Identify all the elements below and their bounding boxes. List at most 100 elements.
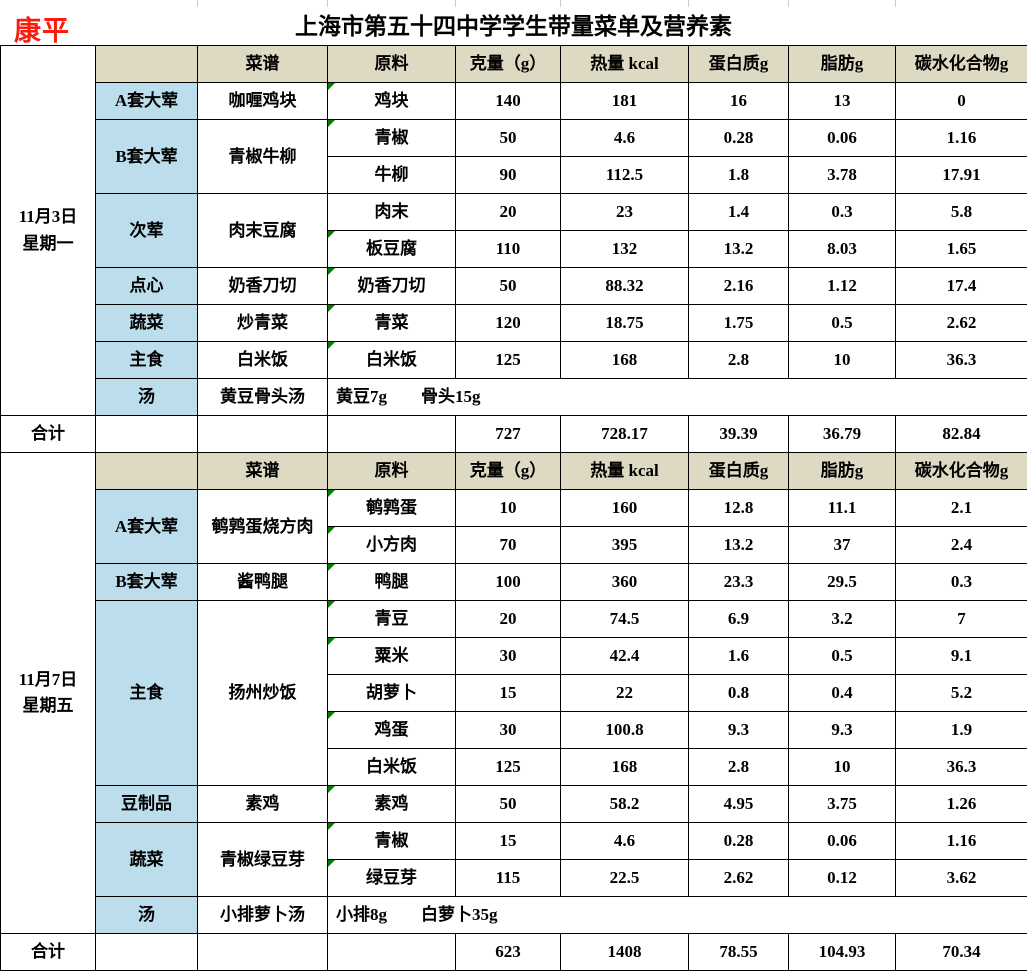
title-bar: 康平 上海市第五十四中学学生带量菜单及营养素 [0,8,1027,45]
date-line: 星期五 [1,693,95,719]
grams-cell: 10 [456,490,561,527]
column-header: 菜谱 [198,453,328,490]
grams-cell: 100 [456,564,561,601]
comment-marker-icon [328,120,335,127]
kcal-cell: 160 [561,490,689,527]
column-header: 脂肪g [789,46,896,83]
fat-cell: 0.12 [789,860,896,897]
kcal-cell: 112.5 [561,157,689,194]
empty-cell [328,416,456,453]
total-value-cell: 104.93 [789,934,896,971]
gridline-tick [788,0,789,7]
ingredient-cell: 鸭腿 [328,564,456,601]
protein-cell: 13.2 [689,527,789,564]
dish-cell: 素鸡 [198,786,328,823]
ingredient-cell: 板豆腐 [328,231,456,268]
column-header: 原料 [328,453,456,490]
ingredient-cell: 白米饭 [328,749,456,786]
column-header: 脂肪g [789,453,896,490]
category-cell: 汤 [96,379,198,416]
comment-marker-icon [328,342,335,349]
comment-marker-icon [328,231,335,238]
fat-cell: 0.5 [789,305,896,342]
spreadsheet-gridline-strip [0,0,1027,8]
protein-cell: 0.28 [689,823,789,860]
menu-row: 汤黄豆骨头汤黄豆7g 骨头15g [1,379,1027,416]
fat-cell: 9.3 [789,712,896,749]
dish-cell: 炒青菜 [198,305,328,342]
ingredient-cell: 青椒 [328,120,456,157]
date-line: 星期一 [1,231,95,257]
protein-cell: 1.6 [689,638,789,675]
grams-cell: 20 [456,601,561,638]
carbs-cell: 0.3 [896,564,1027,601]
empty-cell [96,416,198,453]
column-header: 蛋白质g [689,46,789,83]
date-cell: 11月7日星期五 [1,453,96,934]
dish-cell: 青椒牛柳 [198,120,328,194]
protein-cell: 16 [689,83,789,120]
carbs-cell: 1.9 [896,712,1027,749]
gridline-tick [895,0,896,7]
category-cell: 蔬菜 [96,305,198,342]
protein-cell: 4.95 [689,786,789,823]
kcal-cell: 100.8 [561,712,689,749]
carbs-cell: 2.62 [896,305,1027,342]
kcal-cell: 58.2 [561,786,689,823]
grams-cell: 110 [456,231,561,268]
category-cell: 蔬菜 [96,823,198,897]
comment-marker-icon [328,601,335,608]
total-value-cell: 36.79 [789,416,896,453]
page-title: 上海市第五十四中学学生带量菜单及营养素 [0,8,1027,45]
fat-cell: 3.75 [789,786,896,823]
grams-cell: 20 [456,194,561,231]
carbs-cell: 2.1 [896,490,1027,527]
dish-cell: 鹌鹑蛋烧方肉 [198,490,328,564]
date-line: 11月7日 [1,667,95,693]
ingredient-cell: 胡萝卜 [328,675,456,712]
carbs-cell: 7 [896,601,1027,638]
ingredient-cell: 青菜 [328,305,456,342]
comment-marker-icon [328,564,335,571]
grams-cell: 90 [456,157,561,194]
protein-cell: 2.8 [689,342,789,379]
grams-cell: 115 [456,860,561,897]
total-label-cell: 合计 [1,416,96,453]
dish-cell: 奶香刀切 [198,268,328,305]
kcal-cell: 22.5 [561,860,689,897]
total-value-cell: 39.39 [689,416,789,453]
ingredient-cell: 青椒 [328,823,456,860]
total-value-cell: 78.55 [689,934,789,971]
gridline-tick [455,0,456,7]
column-header: 原料 [328,46,456,83]
ingredient-cell: 鸡块 [328,83,456,120]
carbs-cell: 2.4 [896,527,1027,564]
comment-marker-icon [328,490,335,497]
column-header: 碳水化合物g [896,453,1027,490]
total-value-cell: 623 [456,934,561,971]
ingredient-cell: 奶香刀切 [328,268,456,305]
fat-cell: 11.1 [789,490,896,527]
protein-cell: 0.28 [689,120,789,157]
grams-cell: 125 [456,749,561,786]
menu-row: 汤小排萝卜汤小排8g 白萝卜35g [1,897,1027,934]
ingredient-cell: 青豆 [328,601,456,638]
grams-cell: 30 [456,712,561,749]
dish-cell: 白米饭 [198,342,328,379]
fat-cell: 8.03 [789,231,896,268]
protein-cell: 0.8 [689,675,789,712]
brand-logo: 康平 [14,9,70,48]
kcal-cell: 42.4 [561,638,689,675]
column-header-spacer [96,46,198,83]
empty-cell [198,416,328,453]
